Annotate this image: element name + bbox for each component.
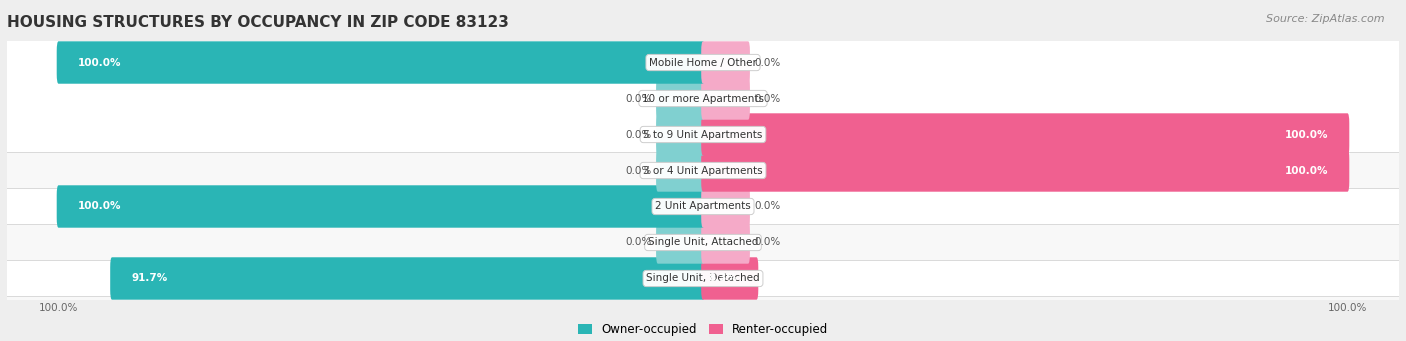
Text: 10 or more Apartments: 10 or more Apartments <box>643 93 763 104</box>
FancyBboxPatch shape <box>0 0 1406 152</box>
Text: 3 or 4 Unit Apartments: 3 or 4 Unit Apartments <box>643 165 763 176</box>
FancyBboxPatch shape <box>657 221 704 264</box>
FancyBboxPatch shape <box>702 185 749 228</box>
FancyBboxPatch shape <box>702 113 1350 156</box>
FancyBboxPatch shape <box>0 189 1406 341</box>
FancyBboxPatch shape <box>56 41 704 84</box>
Text: 100.0%: 100.0% <box>1285 165 1329 176</box>
FancyBboxPatch shape <box>0 9 1406 189</box>
Text: 0.0%: 0.0% <box>755 93 780 104</box>
Text: 0.0%: 0.0% <box>755 202 780 211</box>
Text: 0.0%: 0.0% <box>626 237 651 248</box>
Text: Single Unit, Detached: Single Unit, Detached <box>647 273 759 283</box>
Text: 0.0%: 0.0% <box>755 58 780 68</box>
Text: 5 to 9 Unit Apartments: 5 to 9 Unit Apartments <box>644 130 762 139</box>
Text: Single Unit, Attached: Single Unit, Attached <box>648 237 758 248</box>
FancyBboxPatch shape <box>702 257 758 300</box>
FancyBboxPatch shape <box>0 80 1406 261</box>
Legend: Owner-occupied, Renter-occupied: Owner-occupied, Renter-occupied <box>572 318 834 341</box>
FancyBboxPatch shape <box>0 152 1406 332</box>
Text: 100.0%: 100.0% <box>77 58 121 68</box>
Text: 0.0%: 0.0% <box>626 165 651 176</box>
Text: 100.0%: 100.0% <box>1285 130 1329 139</box>
Text: HOUSING STRUCTURES BY OCCUPANCY IN ZIP CODE 83123: HOUSING STRUCTURES BY OCCUPANCY IN ZIP C… <box>7 15 509 30</box>
FancyBboxPatch shape <box>110 257 704 300</box>
Text: 0.0%: 0.0% <box>626 130 651 139</box>
FancyBboxPatch shape <box>702 221 749 264</box>
FancyBboxPatch shape <box>0 45 1406 224</box>
FancyBboxPatch shape <box>702 41 749 84</box>
Text: Mobile Home / Other: Mobile Home / Other <box>650 58 756 68</box>
FancyBboxPatch shape <box>657 77 704 120</box>
FancyBboxPatch shape <box>0 117 1406 296</box>
Text: 100.0%: 100.0% <box>77 202 121 211</box>
Text: 2 Unit Apartments: 2 Unit Apartments <box>655 202 751 211</box>
FancyBboxPatch shape <box>56 185 704 228</box>
Text: Source: ZipAtlas.com: Source: ZipAtlas.com <box>1267 14 1385 24</box>
FancyBboxPatch shape <box>657 113 704 156</box>
Text: 91.7%: 91.7% <box>131 273 167 283</box>
FancyBboxPatch shape <box>702 149 1350 192</box>
Text: 0.0%: 0.0% <box>626 93 651 104</box>
FancyBboxPatch shape <box>702 77 749 120</box>
FancyBboxPatch shape <box>657 149 704 192</box>
Text: 8.3%: 8.3% <box>709 273 737 283</box>
Text: 0.0%: 0.0% <box>755 237 780 248</box>
